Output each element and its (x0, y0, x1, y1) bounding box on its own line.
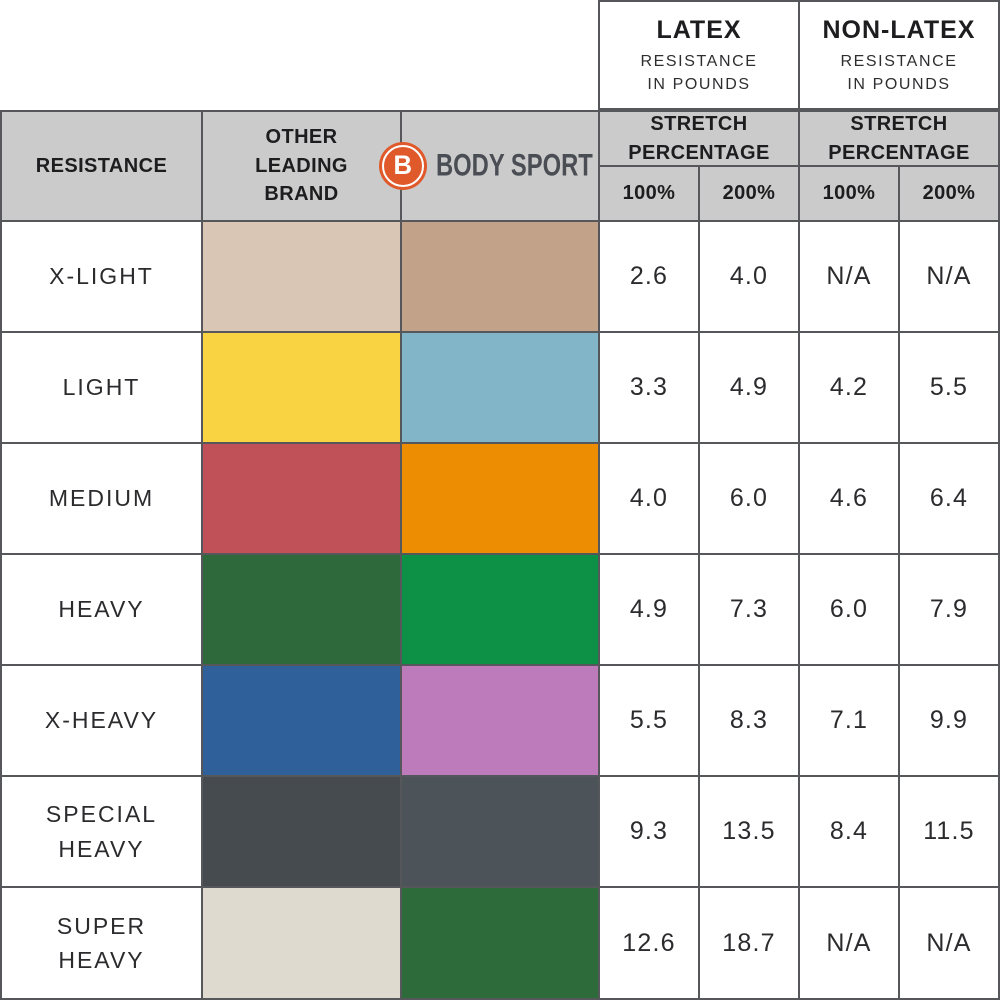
bodysport-color-swatch (402, 777, 598, 886)
bodysport-monogram: B (393, 149, 412, 180)
latex-100-value: 5.5 (600, 666, 698, 775)
latex-200-value: 4.9 (700, 333, 798, 442)
latex-100-label: 100% (622, 182, 676, 204)
resistance-level-label: MEDIUM (2, 444, 201, 553)
nonlatex-100-value: N/A (800, 888, 898, 998)
latex-200-value: 6.0 (700, 444, 798, 553)
nonlatex-100-header: 100% (800, 167, 898, 220)
resistance-column-header: RESISTANCE (2, 112, 201, 220)
latex-100-value: 4.0 (600, 444, 698, 553)
nonlatex-200-value: 9.9 (900, 666, 998, 775)
other-brand-color-swatch (203, 222, 400, 331)
nonlatex-200-value: 7.9 (900, 555, 998, 664)
nonlatex-stretch-label: STRETCH PERCENTAGE (828, 113, 970, 164)
resistance-column-label: RESISTANCE (35, 154, 168, 177)
nonlatex-100-value: 7.1 (800, 666, 898, 775)
resistance-level-label: SPECIAL HEAVY (2, 777, 201, 886)
latex-100-value: 3.3 (600, 333, 698, 442)
other-brand-color-swatch (203, 666, 400, 775)
bodysport-color-swatch (402, 222, 598, 331)
comparison-table: RESISTANCE OTHER LEADING BRAND B BODY SP… (0, 110, 1000, 1000)
latex-200-value: 7.3 (700, 555, 798, 664)
nonlatex-100-value: 4.6 (800, 444, 898, 553)
other-brand-color-swatch (203, 777, 400, 886)
latex-100-header: 100% (600, 167, 698, 220)
nonlatex-100-value: 4.2 (800, 333, 898, 442)
nonlatex-100-value: 8.4 (800, 777, 898, 886)
other-brand-color-swatch (203, 888, 400, 998)
latex-200-header: 200% (700, 167, 798, 220)
bodysport-color-swatch (402, 555, 598, 664)
nonlatex-200-value: 6.4 (900, 444, 998, 553)
resistance-level-label: LIGHT (2, 333, 201, 442)
latex-100-value: 2.6 (600, 222, 698, 331)
bodysport-column-header: B BODY SPORT ® (378, 112, 621, 220)
latex-200-value: 13.5 (700, 777, 798, 886)
nonlatex-200-value: 5.5 (900, 333, 998, 442)
latex-100-value: 4.9 (600, 555, 698, 664)
resistance-level-label: X-LIGHT (2, 222, 201, 331)
nonlatex-subtitle: RESISTANCE IN POUNDS (840, 52, 958, 93)
latex-100-value: 9.3 (600, 777, 698, 886)
other-brand-color-swatch (203, 333, 400, 442)
latex-200-value: 4.0 (700, 222, 798, 331)
nonlatex-stretch-percentage-header: STRETCH PERCENTAGE (800, 112, 998, 165)
latex-stretch-percentage-header: STRETCH PERCENTAGE (600, 112, 798, 165)
latex-title: LATEX (656, 15, 742, 44)
latex-200-value: 18.7 (700, 888, 798, 998)
nonlatex-200-header: 200% (900, 167, 998, 220)
latex-200-value: 8.3 (700, 666, 798, 775)
latex-200-label: 200% (722, 182, 776, 204)
other-brand-column-label: OTHER LEADING BRAND (255, 126, 348, 206)
resistance-level-label: SUPER HEAVY (2, 888, 201, 998)
bodysport-brand-name: BODY SPORT (435, 148, 593, 183)
bodysport-color-swatch (402, 444, 598, 553)
resistance-level-label: X-HEAVY (2, 666, 201, 775)
latex-header: LATEX RESISTANCE IN POUNDS (600, 2, 798, 108)
nonlatex-100-value: 6.0 (800, 555, 898, 664)
other-brand-column-header: OTHER LEADING BRAND (203, 112, 400, 220)
nonlatex-200-value: N/A (900, 888, 998, 998)
latex-subtitle: RESISTANCE IN POUNDS (640, 52, 758, 93)
pounds-header-strip: LATEX RESISTANCE IN POUNDS NON-LATEX RES… (598, 0, 1000, 110)
other-brand-color-swatch (203, 555, 400, 664)
nonlatex-title: NON-LATEX (822, 15, 976, 44)
latex-100-value: 12.6 (600, 888, 698, 998)
nonlatex-100-label: 100% (822, 182, 876, 204)
nonlatex-200-value: N/A (900, 222, 998, 331)
nonlatex-header: NON-LATEX RESISTANCE IN POUNDS (800, 2, 998, 108)
nonlatex-100-value: N/A (800, 222, 898, 331)
bodysport-color-swatch (402, 666, 598, 775)
latex-stretch-label: STRETCH PERCENTAGE (628, 113, 770, 164)
resistance-level-label: HEAVY (2, 555, 201, 664)
other-brand-color-swatch (203, 444, 400, 553)
nonlatex-200-value: 11.5 (900, 777, 998, 886)
nonlatex-200-label: 200% (922, 182, 976, 204)
bodysport-color-swatch (402, 333, 598, 442)
bodysport-b-icon: B (378, 142, 427, 190)
bodysport-color-swatch (402, 888, 598, 998)
